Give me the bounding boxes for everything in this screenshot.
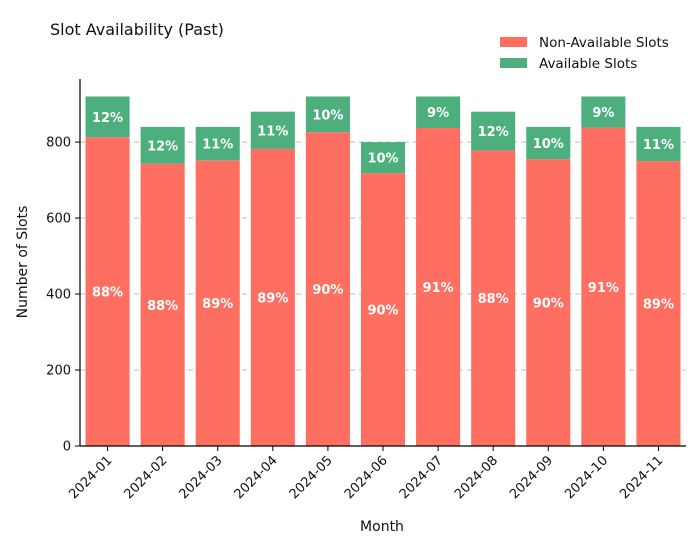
bar-available: [471, 111, 516, 151]
bar-percent-label: 88%: [147, 299, 178, 314]
bar-percent-label: 91%: [423, 281, 454, 296]
bar-available: [416, 96, 461, 129]
bar-available: [305, 96, 350, 133]
bar-percent-label: 88%: [478, 292, 509, 307]
bar-percent-label: 9%: [592, 106, 614, 121]
bar-percent-label: 89%: [643, 298, 674, 313]
x-tick-label: 2024-11: [617, 453, 666, 502]
bar-percent-label: 12%: [478, 125, 509, 140]
bar-available: [85, 96, 130, 138]
x-tick-label: 2024-06: [342, 453, 391, 502]
bar-percent-label: 11%: [257, 124, 288, 139]
bar-non-available: [526, 159, 571, 446]
x-tick-label: 2024-01: [66, 453, 115, 502]
bar-non-available: [195, 160, 240, 446]
bar-non-available: [85, 137, 130, 447]
bar-percent-label: 10%: [533, 137, 564, 152]
y-tick-label: 600: [46, 212, 71, 227]
bar-percent-label: 90%: [533, 297, 564, 312]
y-tick-label: 0: [63, 440, 71, 455]
bar-non-available: [360, 173, 406, 446]
y-tick-label: 400: [46, 288, 71, 303]
x-tick-label: 2024-09: [507, 453, 556, 502]
bar-non-available: [140, 163, 185, 446]
bar-percent-label: 10%: [312, 108, 343, 123]
bar-percent-label: 91%: [588, 281, 619, 296]
bar-available: [636, 126, 681, 162]
bar-non-available: [305, 132, 350, 446]
bars: [85, 96, 681, 447]
bar-available: [581, 96, 626, 128]
bar-percent-label: 9%: [427, 106, 449, 121]
bar-percent-label: 90%: [312, 283, 343, 298]
bar-non-available: [581, 127, 626, 447]
bar-percent-label: 11%: [643, 138, 674, 153]
legend-label: Non-Available Slots: [539, 35, 669, 51]
x-axis-label: Month: [360, 519, 404, 535]
x-tick-label: 2024-02: [121, 453, 170, 502]
bar-non-available: [471, 150, 516, 446]
x-tick-label: 2024-08: [452, 453, 501, 502]
bar-available: [140, 126, 185, 164]
bar-percent-label: 10%: [367, 152, 398, 167]
bar-non-available: [250, 148, 295, 446]
x-tick-label: 2024-05: [287, 453, 336, 502]
chart-title: Slot Availability (Past): [50, 20, 224, 39]
bar-available: [360, 142, 406, 174]
bar-non-available: [636, 161, 681, 446]
bar-percent-label: 11%: [202, 138, 233, 153]
bar-percent-label: 12%: [147, 139, 178, 154]
legend-label: Available Slots: [539, 56, 637, 72]
x-tick-label: 2024-07: [397, 453, 446, 502]
x-tick-label: 2024-10: [562, 453, 611, 502]
x-tick-label: 2024-03: [177, 453, 226, 502]
legend-swatch: [500, 58, 527, 68]
y-tick-label: 200: [46, 364, 71, 379]
bar-available: [526, 126, 571, 160]
legend-swatch: [500, 37, 527, 47]
legend: Non-Available Slots Available Slots: [500, 35, 669, 72]
bar-percent-label: 90%: [367, 304, 398, 319]
bar-percent-label: 89%: [202, 297, 233, 312]
bar-percent-label: 88%: [92, 286, 123, 301]
bar-percent-label: 12%: [92, 111, 123, 126]
bar-available: [195, 126, 240, 161]
y-tick-label: 800: [46, 136, 71, 151]
bar-labels: 88% 12% 88% 12% 89% 11% 89% 11% 90% 10% 90% 10% 91% 9…: [92, 106, 674, 319]
bar-non-available: [416, 128, 461, 446]
x-tick-label: 2024-04: [232, 453, 281, 502]
bar-percent-label: 89%: [257, 291, 288, 306]
y-axis-label: Number of Slots: [15, 206, 31, 319]
bar-available: [250, 111, 295, 149]
